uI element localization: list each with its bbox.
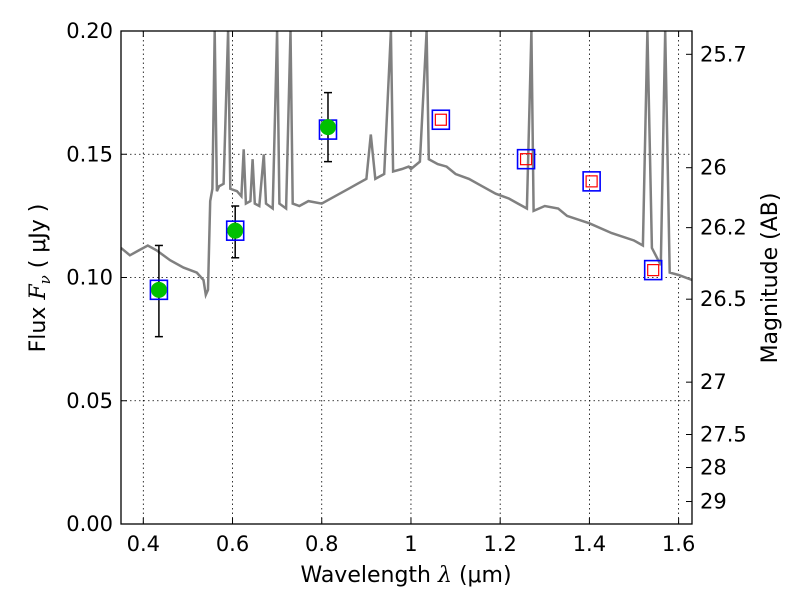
y-tick-label: 0.20 <box>66 19 113 43</box>
grid <box>121 30 692 525</box>
x-tick-label: 0.4 <box>127 532 160 556</box>
predicted-flux-marker <box>434 113 447 126</box>
x-tick-label: 0.6 <box>216 532 249 556</box>
x-tick-label: 1.2 <box>483 532 516 556</box>
synthetic-flux-marker <box>431 109 451 131</box>
x-tick-label: 1.6 <box>662 532 695 556</box>
synthetic-flux-marker <box>516 148 536 170</box>
observed-flux-marker <box>227 222 244 239</box>
y-axis-label: Flux Fν ( μJy ) <box>26 204 54 353</box>
y2-tick-label: 28 <box>700 456 727 480</box>
y2-tick-label: 27.5 <box>700 423 747 447</box>
x-axis-label: Wavelength λ (μm) <box>300 563 511 588</box>
x-tick-label: 1.4 <box>573 532 606 556</box>
model-spectrum-line <box>121 31 692 300</box>
x-tick-label: 0.8 <box>305 532 338 556</box>
synthetic-flux-marker <box>225 220 245 241</box>
y2-tick-label: 25.7 <box>700 42 747 66</box>
y2-tick-label: 26 <box>700 156 727 180</box>
y2-tick-label: 26.2 <box>700 216 747 240</box>
observed-flux-marker <box>150 281 167 298</box>
predicted-flux-marker <box>647 264 660 277</box>
synthetic-flux-marker <box>643 259 663 281</box>
observed-flux-marker <box>319 119 336 136</box>
y-tick-label: 0.10 <box>66 266 113 290</box>
y2-tick-label: 29 <box>700 490 727 514</box>
y-tick-label: 0.00 <box>66 512 113 536</box>
secondary-y-axis-label: Magnitude (AB) <box>758 193 783 364</box>
y-tick-label: 0.15 <box>66 142 113 166</box>
error-bars <box>154 91 332 338</box>
predicted-flux-marker <box>585 175 598 188</box>
y2-tick-label: 27 <box>700 370 727 394</box>
predicted-flux-marker <box>519 153 533 166</box>
markers <box>149 109 663 301</box>
x-tick-label: 1 <box>404 532 417 556</box>
ticks: 0.4 0.6 0.8 1 1.2 1.4 1.6 0.00 0.05 0.10 0.15 0.20 2… <box>66 19 747 556</box>
model-spectrum <box>121 31 692 300</box>
synthetic-flux-marker <box>149 279 169 301</box>
y2-tick-label: 26.5 <box>700 287 747 311</box>
y-tick-label: 0.05 <box>66 389 113 413</box>
synthetic-flux-marker <box>582 171 601 192</box>
